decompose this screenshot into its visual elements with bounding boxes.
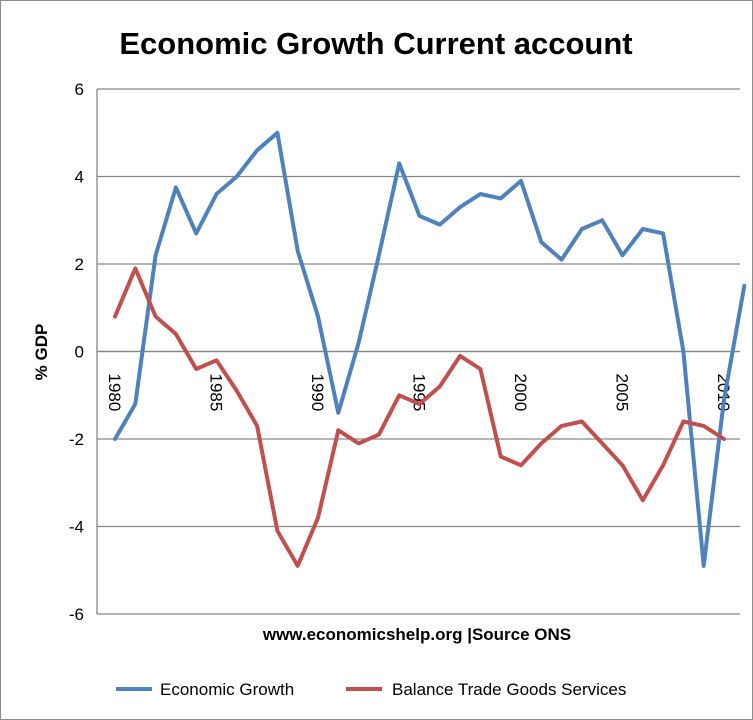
axes: [96, 89, 740, 614]
x-tick-label: 2005: [613, 374, 632, 412]
legend-label: Economic Growth: [160, 680, 294, 699]
x-axis-label: www.economicshelp.org |Source ONS: [262, 625, 571, 644]
x-tick-label: 1990: [308, 374, 327, 412]
y-tick-label: 6: [75, 80, 84, 99]
series-lines: [113, 130, 747, 568]
y-tick-labels: 6 4 2 0 -2 -4 -6: [69, 80, 84, 624]
y-axis-label: % GDP: [32, 324, 51, 381]
gridlines: [97, 88, 740, 615]
x-tick-label: 1985: [207, 374, 226, 412]
y-tick-label: -4: [69, 518, 84, 537]
series-line-2: [113, 266, 726, 568]
series-line-1: [113, 130, 747, 568]
y-tick-label: 0: [75, 343, 84, 362]
y-tick-label: -2: [69, 430, 84, 449]
legend: Economic Growth Balance Trade Goods Servi…: [116, 680, 626, 699]
legend-item: Balance Trade Goods Services: [346, 680, 626, 699]
y-tick-label: 4: [75, 168, 84, 187]
legend-item: Economic Growth: [116, 680, 294, 699]
legend-label: Balance Trade Goods Services: [392, 680, 626, 699]
x-tick-label: 2000: [511, 374, 530, 412]
y-tick-label: 2: [75, 255, 84, 274]
x-tick-label: 1980: [105, 374, 124, 412]
chart-title: Economic Growth Current account: [119, 26, 632, 61]
x-tick-labels: 1980 1985 1990 1995 2000 2005 2010: [105, 374, 733, 412]
y-tick-label: -6: [69, 605, 84, 624]
